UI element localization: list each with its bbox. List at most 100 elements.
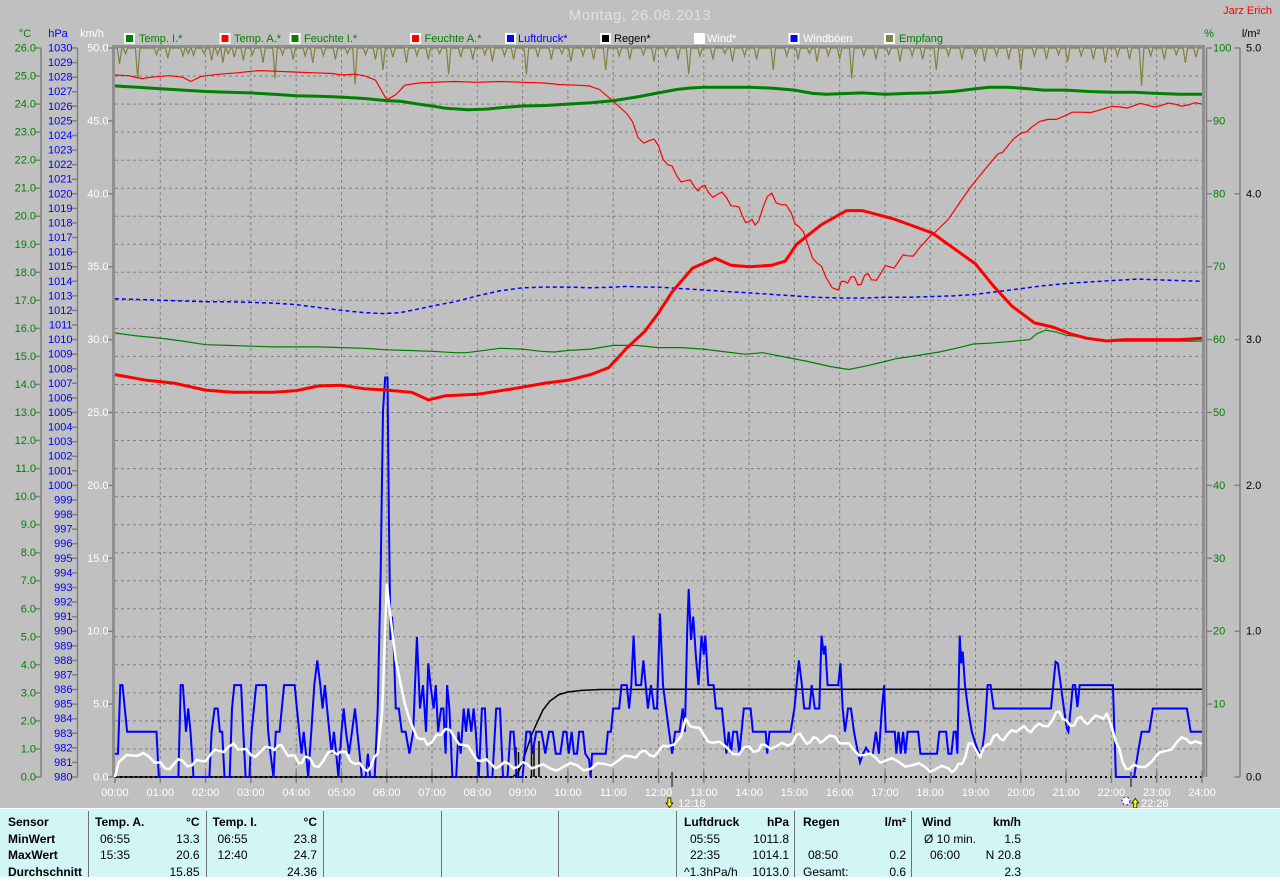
svg-text:7.0: 7.0 — [21, 575, 36, 587]
svg-text:1020: 1020 — [48, 188, 72, 200]
svg-text:Temp. I.*: Temp. I.* — [139, 33, 183, 45]
svg-text:Feuchte I.*: Feuchte I.* — [304, 33, 358, 45]
svg-text:13.0: 13.0 — [15, 407, 36, 419]
svg-text:12:00: 12:00 — [645, 787, 673, 799]
svg-text:80: 80 — [1213, 188, 1225, 200]
svg-text:988: 988 — [54, 655, 72, 667]
svg-text:981: 981 — [54, 757, 72, 769]
svg-text:1008: 1008 — [48, 363, 72, 375]
svg-text:1024: 1024 — [48, 130, 72, 142]
svg-text:Regen*: Regen* — [614, 33, 651, 45]
svg-text:984: 984 — [54, 713, 72, 725]
svg-text:Wind*: Wind* — [707, 33, 737, 45]
svg-text:1009: 1009 — [48, 349, 72, 361]
svg-text:1001: 1001 — [48, 465, 72, 477]
svg-text:1013: 1013 — [48, 290, 72, 302]
svg-text:07:00: 07:00 — [418, 787, 446, 799]
svg-text:1017: 1017 — [48, 232, 72, 244]
svg-text:985: 985 — [54, 699, 72, 711]
svg-text:45.0: 45.0 — [87, 115, 108, 127]
svg-text:14.0: 14.0 — [15, 379, 36, 391]
svg-text:17.0: 17.0 — [15, 295, 36, 307]
svg-text:998: 998 — [54, 509, 72, 521]
svg-text:25.0: 25.0 — [87, 407, 108, 419]
svg-text:1011: 1011 — [49, 320, 73, 332]
svg-text:4.0: 4.0 — [21, 659, 36, 671]
svg-text:1012: 1012 — [48, 305, 72, 317]
svg-text:26.0: 26.0 — [15, 43, 36, 55]
svg-text:04:00: 04:00 — [282, 787, 310, 799]
svg-text:1021: 1021 — [48, 174, 72, 186]
svg-text:1025: 1025 — [48, 115, 72, 127]
svg-text:°C: °C — [19, 28, 31, 40]
svg-text:20:00: 20:00 — [1007, 787, 1035, 799]
svg-text:10: 10 — [1213, 699, 1225, 711]
svg-text:00:00: 00:00 — [101, 787, 129, 799]
svg-text:980: 980 — [54, 772, 72, 784]
svg-text:20: 20 — [1213, 626, 1225, 638]
svg-text:30.0: 30.0 — [87, 334, 108, 346]
svg-text:10.0: 10.0 — [87, 626, 108, 638]
svg-text:l/m²: l/m² — [1242, 28, 1261, 40]
svg-text:15.0: 15.0 — [15, 351, 36, 363]
svg-text:8.0: 8.0 — [21, 547, 36, 559]
svg-text:16:00: 16:00 — [826, 787, 854, 799]
svg-text:25.0: 25.0 — [15, 71, 36, 83]
svg-text:70: 70 — [1213, 261, 1225, 273]
svg-text:983: 983 — [54, 728, 72, 740]
svg-text:50.0: 50.0 — [87, 43, 108, 55]
svg-text:1016: 1016 — [48, 247, 72, 259]
svg-text:1.0: 1.0 — [21, 744, 36, 756]
svg-text:20.0: 20.0 — [87, 480, 108, 492]
svg-text:1004: 1004 — [48, 422, 72, 434]
svg-text:5.0: 5.0 — [1246, 43, 1261, 55]
svg-text:13:00: 13:00 — [690, 787, 718, 799]
svg-text:1.0: 1.0 — [1246, 626, 1261, 638]
svg-text:6.0: 6.0 — [21, 603, 36, 615]
svg-text:Feuchte A.*: Feuchte A.* — [425, 33, 483, 45]
svg-text:1022: 1022 — [48, 159, 72, 171]
svg-text:996: 996 — [54, 538, 72, 550]
svg-text:3.0: 3.0 — [1246, 334, 1261, 346]
svg-text:km/h: km/h — [80, 28, 104, 40]
svg-text:21.0: 21.0 — [15, 183, 36, 195]
svg-text:1030: 1030 — [48, 43, 72, 55]
svg-text:06:00: 06:00 — [373, 787, 401, 799]
svg-text:1002: 1002 — [48, 451, 72, 463]
svg-text:12.0: 12.0 — [15, 435, 36, 447]
svg-text:1028: 1028 — [48, 72, 72, 84]
svg-text:1003: 1003 — [48, 436, 72, 448]
svg-text:3.0: 3.0 — [21, 687, 36, 699]
svg-text:24:00: 24:00 — [1188, 787, 1216, 799]
svg-text:19.0: 19.0 — [15, 239, 36, 251]
svg-text:994: 994 — [54, 567, 72, 579]
svg-text:14:00: 14:00 — [735, 787, 763, 799]
svg-text:15:00: 15:00 — [781, 787, 809, 799]
svg-text:100: 100 — [1213, 43, 1231, 55]
svg-text:5.0: 5.0 — [93, 699, 108, 711]
svg-text:9.0: 9.0 — [21, 519, 36, 531]
svg-text:50: 50 — [1213, 407, 1225, 419]
svg-text:0.0: 0.0 — [21, 772, 36, 784]
svg-text:08:00: 08:00 — [464, 787, 492, 799]
svg-text:21:00: 21:00 — [1052, 787, 1080, 799]
svg-text:993: 993 — [54, 582, 72, 594]
svg-text:90: 90 — [1213, 115, 1225, 127]
svg-text:Empfang: Empfang — [899, 33, 943, 45]
svg-text:986: 986 — [54, 684, 72, 696]
svg-text:1026: 1026 — [48, 101, 72, 113]
svg-text:40: 40 — [1213, 480, 1225, 492]
svg-text:0.0: 0.0 — [1246, 772, 1261, 784]
svg-text:Temp. A.*: Temp. A.* — [234, 33, 282, 45]
svg-text:30: 30 — [1213, 553, 1225, 565]
svg-text:10:00: 10:00 — [554, 787, 582, 799]
svg-text:22.0: 22.0 — [15, 155, 36, 167]
svg-text:2.0: 2.0 — [21, 715, 36, 727]
svg-text:20.0: 20.0 — [15, 211, 36, 223]
svg-text:19:00: 19:00 — [962, 787, 990, 799]
svg-text:990: 990 — [54, 626, 72, 638]
svg-text:18:00: 18:00 — [916, 787, 944, 799]
svg-text:23:00: 23:00 — [1143, 787, 1171, 799]
svg-text:992: 992 — [54, 597, 72, 609]
svg-text:15.0: 15.0 — [87, 553, 108, 565]
